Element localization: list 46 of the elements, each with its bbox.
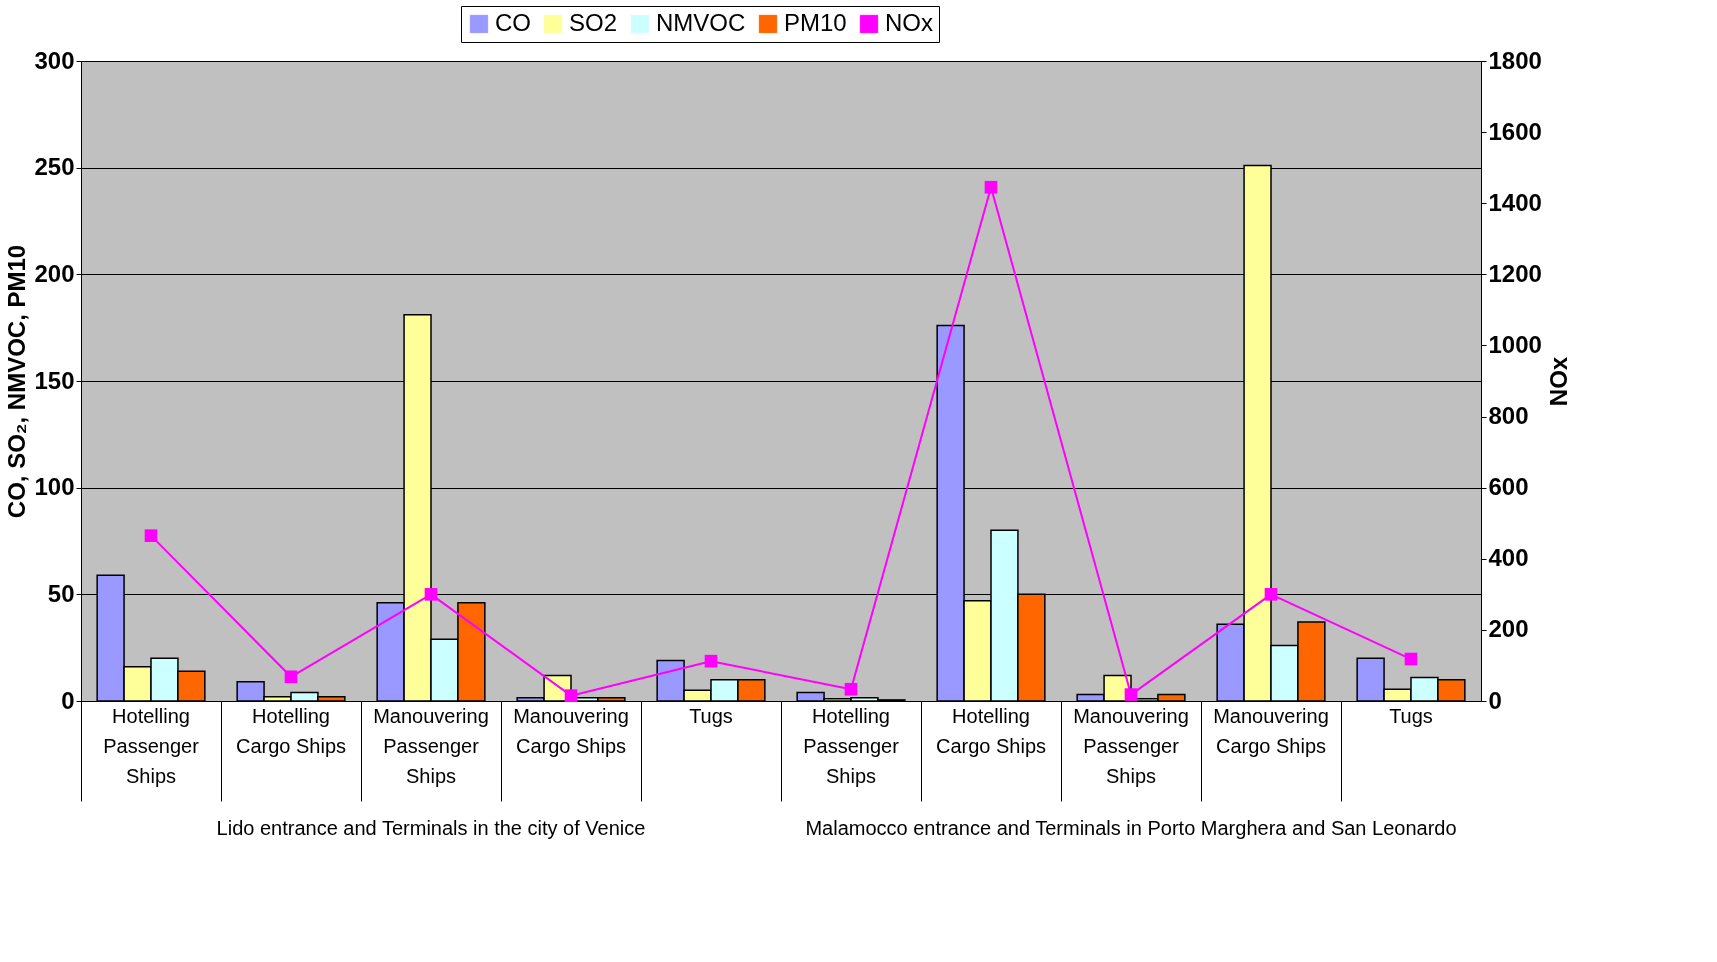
y-tick-label: 50 <box>47 579 75 607</box>
point <box>284 670 298 684</box>
x-tick-label: Tugs <box>689 704 733 727</box>
point <box>144 529 158 542</box>
y-tick-label: 0 <box>61 686 75 714</box>
legend-label: SO2 <box>569 9 618 36</box>
y2-tick-label: 1400 <box>1488 188 1542 216</box>
point <box>704 654 718 668</box>
legend-label: NMVOC <box>656 9 746 36</box>
x-tick-label: Hotelling Passenger Ships <box>803 704 900 787</box>
y-tick-label: 100 <box>34 473 75 501</box>
y-tick-label: 300 <box>34 46 75 74</box>
point <box>1404 652 1418 666</box>
y2-tick-label: 1600 <box>1488 117 1542 145</box>
y-tick-label: 150 <box>34 366 75 394</box>
x-tick-label: Hotelling Cargo Ships <box>935 704 1047 757</box>
y2-tick-label: 0 <box>1488 686 1502 714</box>
x-tick-label: Manouvering Cargo Ships <box>1213 704 1329 757</box>
y2-tick-label: 600 <box>1488 473 1529 501</box>
y2-tick-label: 200 <box>1488 615 1529 643</box>
text: Lido entrance and Terminals in the city of Venice <box>216 817 646 839</box>
y2-axis-title: NOx <box>1544 356 1572 407</box>
point <box>984 180 998 194</box>
point <box>424 588 438 601</box>
y2-tick-label: 400 <box>1488 544 1529 572</box>
y2-tick-label: 1800 <box>1488 46 1542 74</box>
legend-label: NOx <box>885 9 933 36</box>
x-tick-label: Hotelling Passenger Ships <box>103 704 200 787</box>
y2-tick-label: 800 <box>1488 402 1529 430</box>
x-tick-label: Tugs <box>1389 704 1433 727</box>
x-tick-label: Manouvering Passenger Ships <box>1073 704 1189 787</box>
point <box>1124 688 1138 701</box>
x-tick-label: Manouvering Passenger Ships <box>373 704 489 787</box>
y-tick-label: 250 <box>34 153 75 181</box>
y2-tick-label: 1200 <box>1488 259 1542 287</box>
x-tick-label: Hotelling Cargo Ships <box>235 704 347 757</box>
legend-label: CO <box>495 9 531 36</box>
y2-tick-label: 1000 <box>1488 330 1542 358</box>
y-axis-title: CO, SO₂, NMVOC, PM10 <box>3 244 31 519</box>
point <box>564 689 578 702</box>
point <box>1264 588 1278 601</box>
legend-label: PM10 <box>784 9 847 36</box>
x-tick-label: Manouvering Cargo Ships <box>513 704 629 757</box>
y-tick-label: 200 <box>34 259 75 287</box>
text: Malamocco entrance and Terminals in Porto Marghera and San Leonardo <box>805 817 1457 839</box>
point <box>844 682 858 696</box>
